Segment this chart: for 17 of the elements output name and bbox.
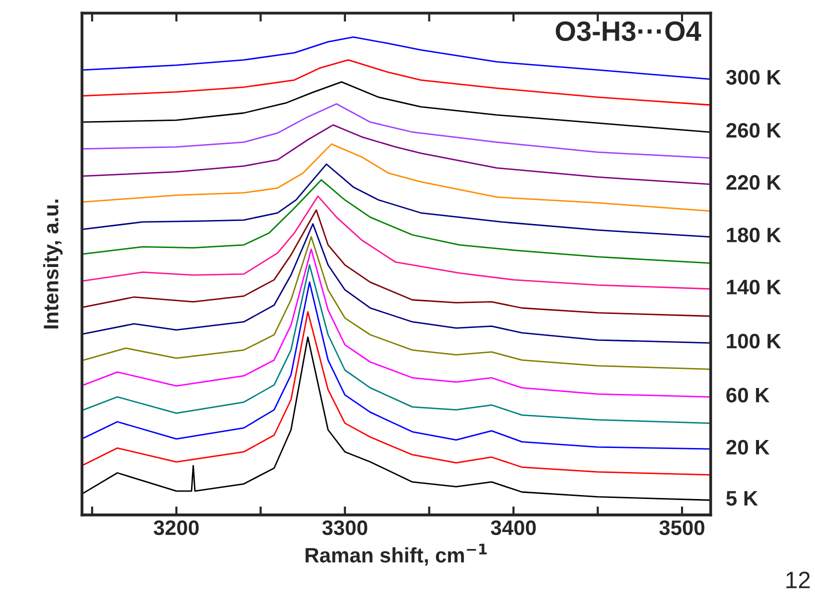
series-label: 300 K: [726, 70, 782, 85]
x-tick-label: 3300: [322, 520, 368, 536]
series-label: 60 K: [726, 388, 770, 402]
series-label: 220 K: [726, 175, 782, 190]
x-axis-title: Raman shift, cm$^{−1}$: [306, 544, 487, 566]
series-label: 5 K: [726, 491, 758, 506]
x-tick-label: 3400: [490, 520, 536, 536]
x-tick-label: 3500: [659, 520, 704, 536]
series-label: 20 K: [726, 440, 770, 455]
chart-title: O3-H3···O4: [556, 21, 702, 42]
series-label: 180 K: [726, 228, 782, 242]
series-label: 260 K: [726, 122, 782, 138]
text: 12: [786, 572, 810, 588]
series-label: 140 K: [726, 280, 782, 294]
series-label: 100 K: [726, 334, 782, 348]
y-axis-title: Intensity, a.u.: [43, 200, 63, 328]
x-tick-label: 3200: [154, 520, 199, 536]
